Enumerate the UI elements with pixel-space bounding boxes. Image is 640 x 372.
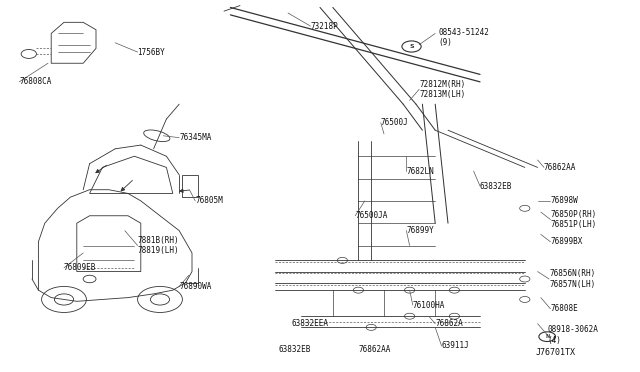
Text: 63832EB: 63832EB bbox=[278, 345, 311, 354]
Text: 63911J: 63911J bbox=[442, 341, 469, 350]
Text: 76500JA: 76500JA bbox=[355, 211, 388, 220]
Text: 76805M: 76805M bbox=[195, 196, 223, 205]
Circle shape bbox=[402, 41, 421, 52]
Text: 76808CA: 76808CA bbox=[19, 77, 52, 86]
Text: 08918-3062A
(4): 08918-3062A (4) bbox=[547, 325, 598, 344]
Text: 63832EB: 63832EB bbox=[480, 182, 513, 190]
Text: 76100HA: 76100HA bbox=[413, 301, 445, 310]
Text: 63832EEA: 63832EEA bbox=[291, 319, 328, 328]
Text: N: N bbox=[545, 334, 549, 339]
Text: 76862AA: 76862AA bbox=[358, 345, 391, 354]
Text: 76862AA: 76862AA bbox=[544, 163, 577, 172]
Text: 76899BX: 76899BX bbox=[550, 237, 583, 246]
Text: 76850P(RH)
76851P(LH): 76850P(RH) 76851P(LH) bbox=[550, 210, 596, 229]
Text: 76809EB: 76809EB bbox=[64, 263, 97, 272]
Text: 73218P: 73218P bbox=[310, 22, 338, 31]
Text: 76856N(RH)
76857N(LH): 76856N(RH) 76857N(LH) bbox=[549, 269, 595, 289]
Text: 76899Y: 76899Y bbox=[406, 226, 434, 235]
Text: S: S bbox=[409, 44, 414, 49]
Circle shape bbox=[539, 332, 556, 341]
Text: J76701TX: J76701TX bbox=[536, 348, 576, 357]
Text: 76890WA: 76890WA bbox=[179, 282, 212, 291]
Text: 76898W: 76898W bbox=[550, 196, 578, 205]
Text: 76500J: 76500J bbox=[381, 118, 408, 127]
Text: 72812M(RH)
72813M(LH): 72812M(RH) 72813M(LH) bbox=[419, 80, 465, 99]
Text: 1756BY: 1756BY bbox=[138, 48, 165, 57]
Text: 7682LN: 7682LN bbox=[406, 167, 434, 176]
Text: 76862A: 76862A bbox=[435, 319, 463, 328]
Text: 08543-51242
(9): 08543-51242 (9) bbox=[438, 28, 489, 47]
Text: 76345MA: 76345MA bbox=[179, 133, 212, 142]
Text: 7881B(RH)
78819(LH): 7881B(RH) 78819(LH) bbox=[138, 236, 179, 255]
Text: 76808E: 76808E bbox=[550, 304, 578, 313]
